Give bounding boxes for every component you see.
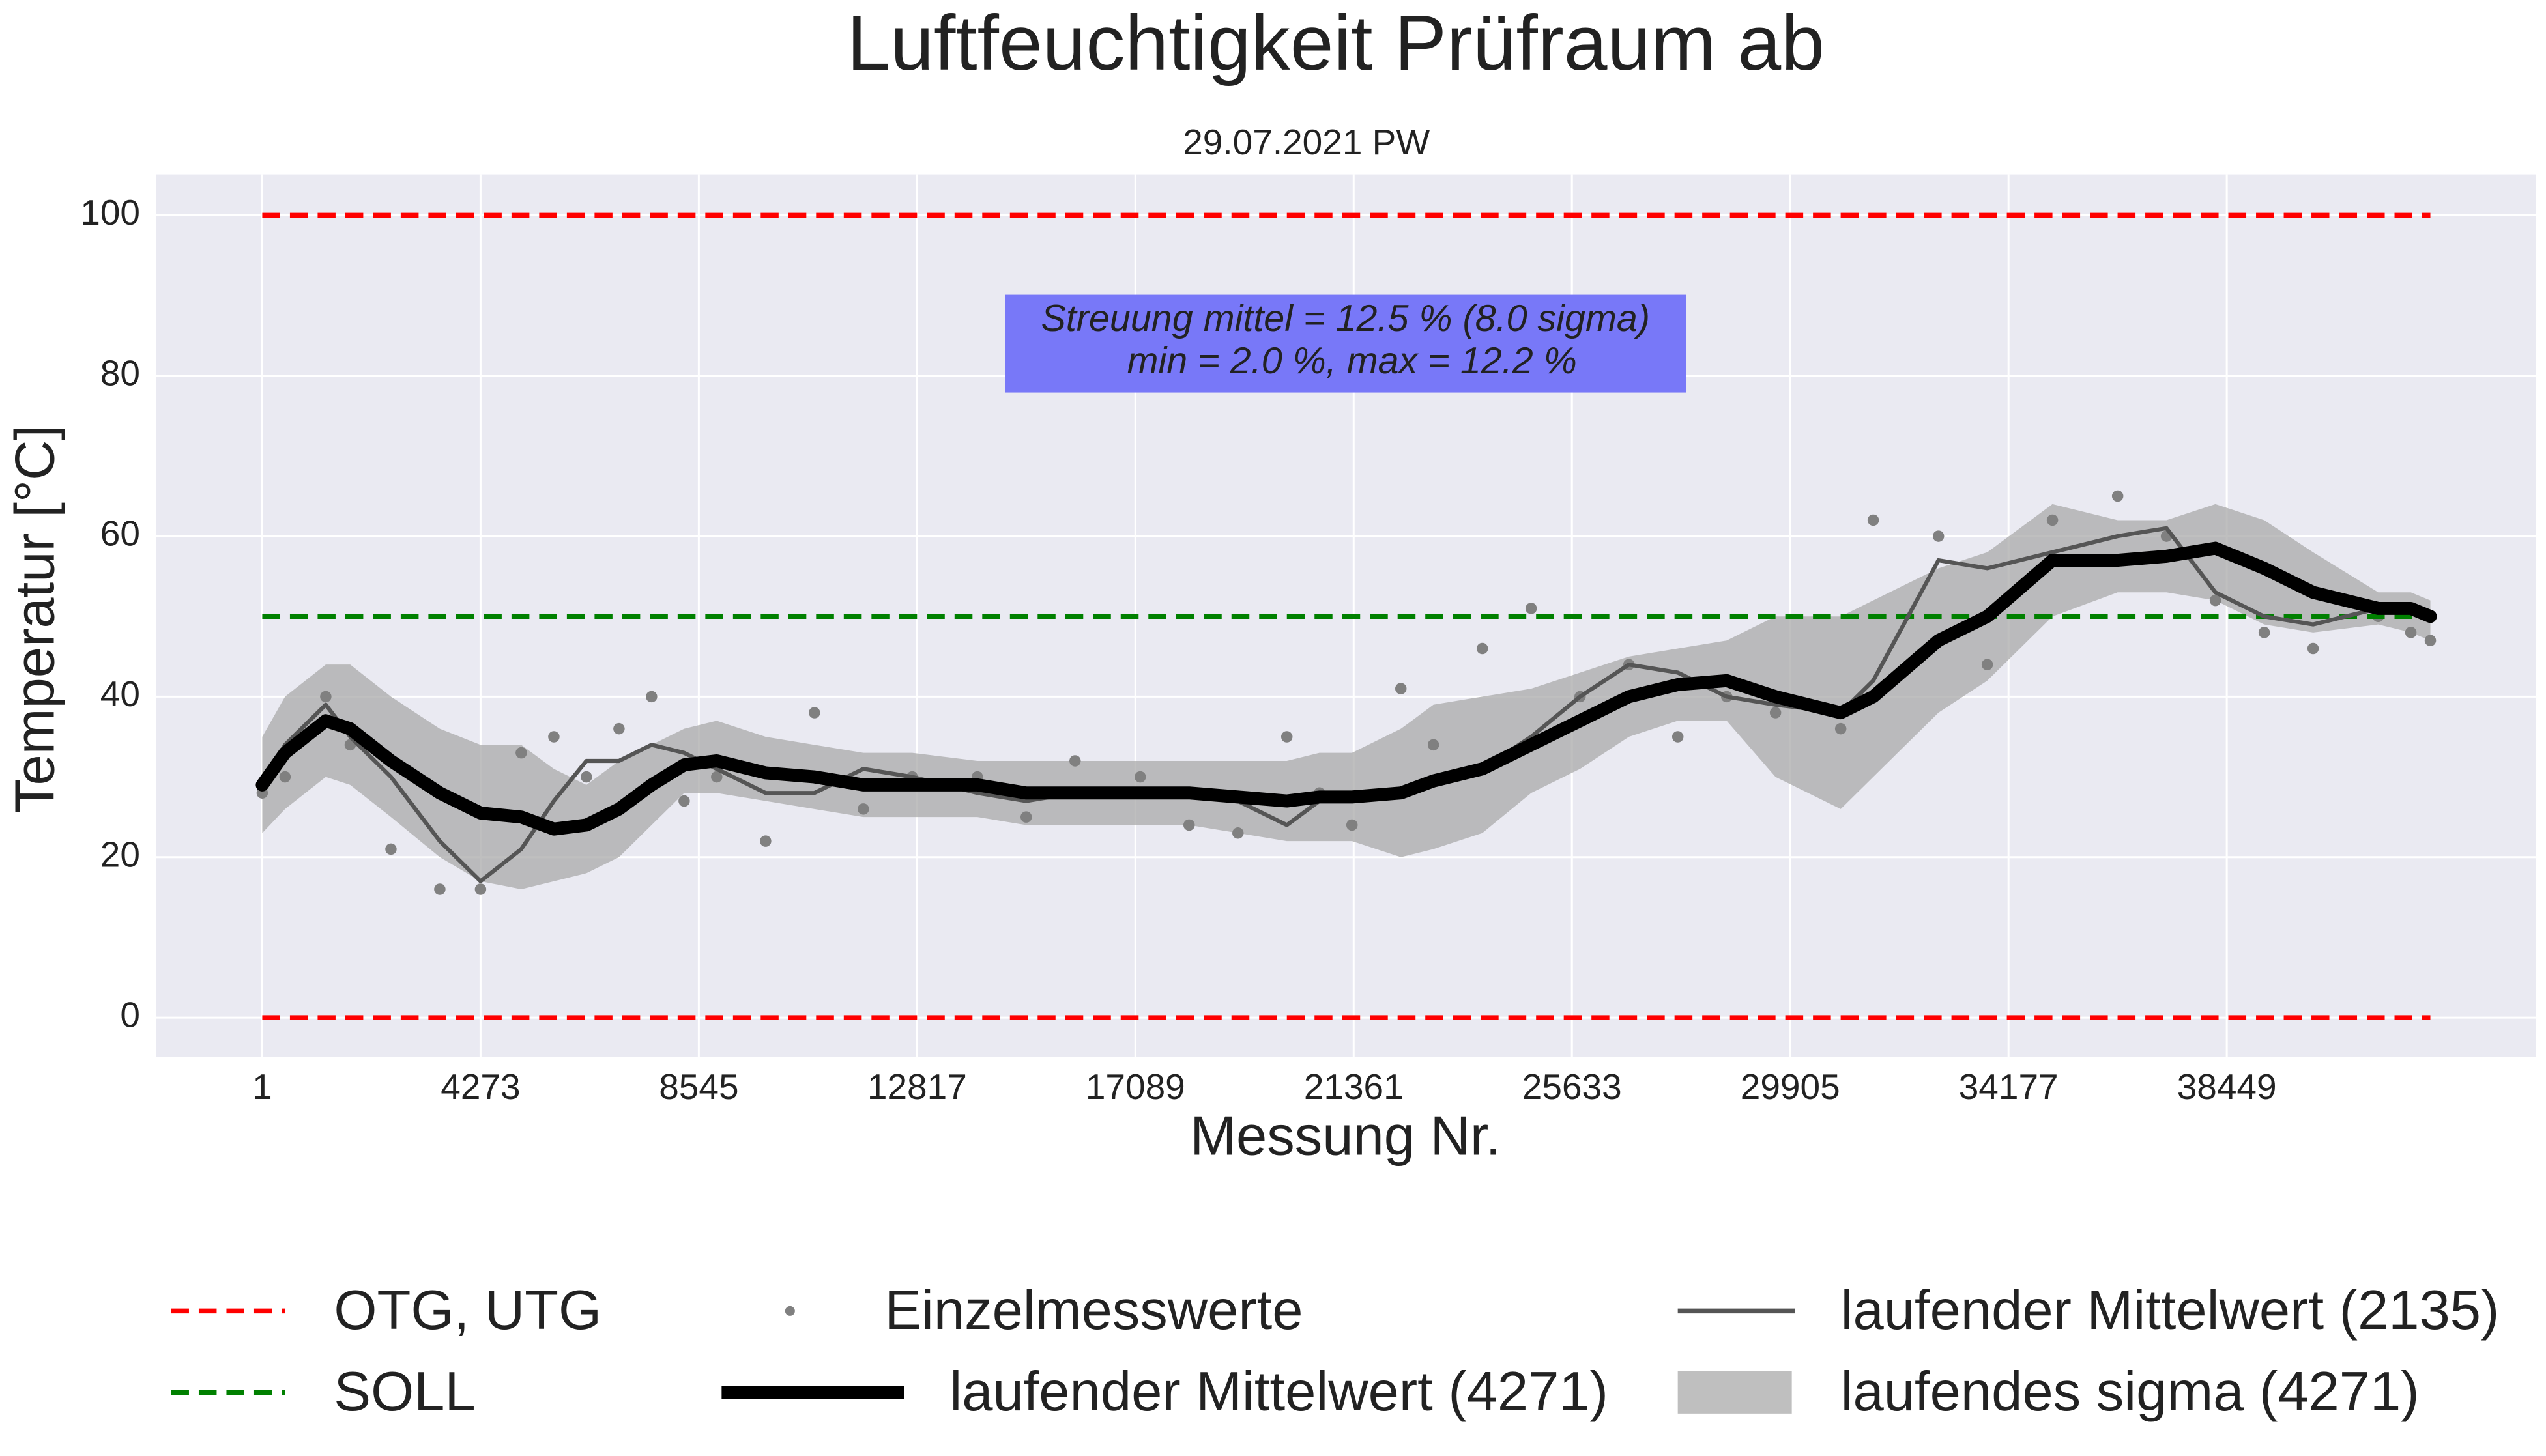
scatter-point — [858, 803, 869, 815]
annotation-box — [1005, 294, 1686, 393]
scatter-point — [2046, 514, 2059, 526]
scatter-point — [613, 722, 625, 735]
scatter-point — [1135, 771, 1146, 783]
scatter-point — [2307, 642, 2319, 655]
scatter-point — [1232, 827, 1244, 839]
x-tick-label: 17089 — [1086, 1066, 1185, 1107]
y-tick-label: 100 — [80, 192, 140, 233]
marks — [255, 212, 2437, 1020]
scatter-point — [2209, 594, 2221, 607]
scatter-point — [809, 707, 820, 719]
legend-label: laufender Mittelwert (4271) — [949, 1361, 1608, 1423]
legend-key — [785, 1306, 795, 1316]
scatter-point — [2111, 490, 2124, 502]
y-tick-label: 0 — [120, 995, 140, 1035]
scatter-point — [1069, 755, 1081, 767]
scatter-point — [1525, 603, 1537, 614]
scatter-point — [474, 883, 487, 895]
x-tick-label: 21361 — [1304, 1066, 1404, 1107]
legend-label: laufendes sigma (4271) — [1841, 1361, 2420, 1423]
chart-subtitle: 29.07.2021 PW — [1183, 122, 1430, 162]
scatter-point — [385, 843, 397, 855]
y-tick-label: 60 — [100, 513, 140, 554]
scatter-point — [1346, 819, 1358, 831]
scatter-point — [1671, 731, 1684, 743]
scatter-point — [646, 691, 658, 703]
x-tick-label: 29905 — [1741, 1066, 1840, 1107]
y-tick-label: 80 — [100, 352, 140, 393]
scatter-point — [1981, 659, 1993, 670]
x-tick-label: 25633 — [1522, 1066, 1622, 1107]
scatter-point — [2405, 627, 2417, 638]
x-tick-label: 12817 — [867, 1066, 967, 1107]
scatter-point — [1395, 683, 1407, 694]
scatter-point — [279, 771, 291, 783]
scatter-point — [434, 883, 446, 895]
scatter-point — [1020, 811, 1032, 823]
scatter-point — [1183, 819, 1195, 831]
scatter-point — [1427, 739, 1439, 751]
x-tick-label: 8545 — [659, 1066, 738, 1107]
scatter-point — [548, 731, 560, 743]
y-tick-label: 40 — [100, 674, 140, 714]
scatter-point — [1476, 642, 1488, 655]
chart-title: Luftfeuchtigkeit Prüfraum ab — [847, 0, 1825, 87]
y-axis-label: Temperatur [°C] — [4, 425, 66, 813]
scatter-point — [1769, 707, 1782, 719]
legend: OTG, UTG SOLL Einzelmesswerte laufender Mit… — [171, 1279, 2499, 1423]
legend-label: SOLL — [334, 1361, 475, 1423]
scatter-point — [515, 747, 527, 759]
mean-line — [260, 526, 2433, 883]
x-tick-label: 4273 — [441, 1066, 520, 1107]
x-tick-label: 34177 — [1959, 1066, 2059, 1107]
scatter-point — [1834, 722, 1847, 735]
scatter-point — [320, 691, 332, 703]
legend-label: Einzelmesswerte — [884, 1279, 1303, 1341]
scatter-point — [2258, 627, 2270, 638]
x-tick-label: 38449 — [2177, 1066, 2277, 1107]
legend-label: laufender Mittelwert (2135) — [1841, 1279, 2500, 1341]
x-axis-label: Messung Nr. — [1190, 1105, 1501, 1167]
legend-label: OTG, UTG — [334, 1279, 601, 1341]
mean-line — [255, 541, 2437, 836]
legend-key — [1677, 1371, 1792, 1414]
x-tick-label: 1 — [252, 1066, 272, 1107]
y-tick-label: 20 — [100, 834, 140, 874]
scatter-point — [760, 835, 772, 847]
scatter-point — [581, 771, 592, 783]
annotation: min = 2.0 %, max = 12.2 % — [1127, 340, 1577, 382]
scatter-point — [711, 771, 723, 783]
scatter-point — [678, 795, 690, 807]
scatter-point — [1932, 530, 1945, 542]
annotation: Streuung mittel = 12.5 % (8.0 sigma) — [1041, 298, 1650, 339]
scatter-point — [1280, 731, 1293, 743]
scatter-point — [1867, 514, 1879, 526]
scatter-point — [2424, 635, 2437, 646]
